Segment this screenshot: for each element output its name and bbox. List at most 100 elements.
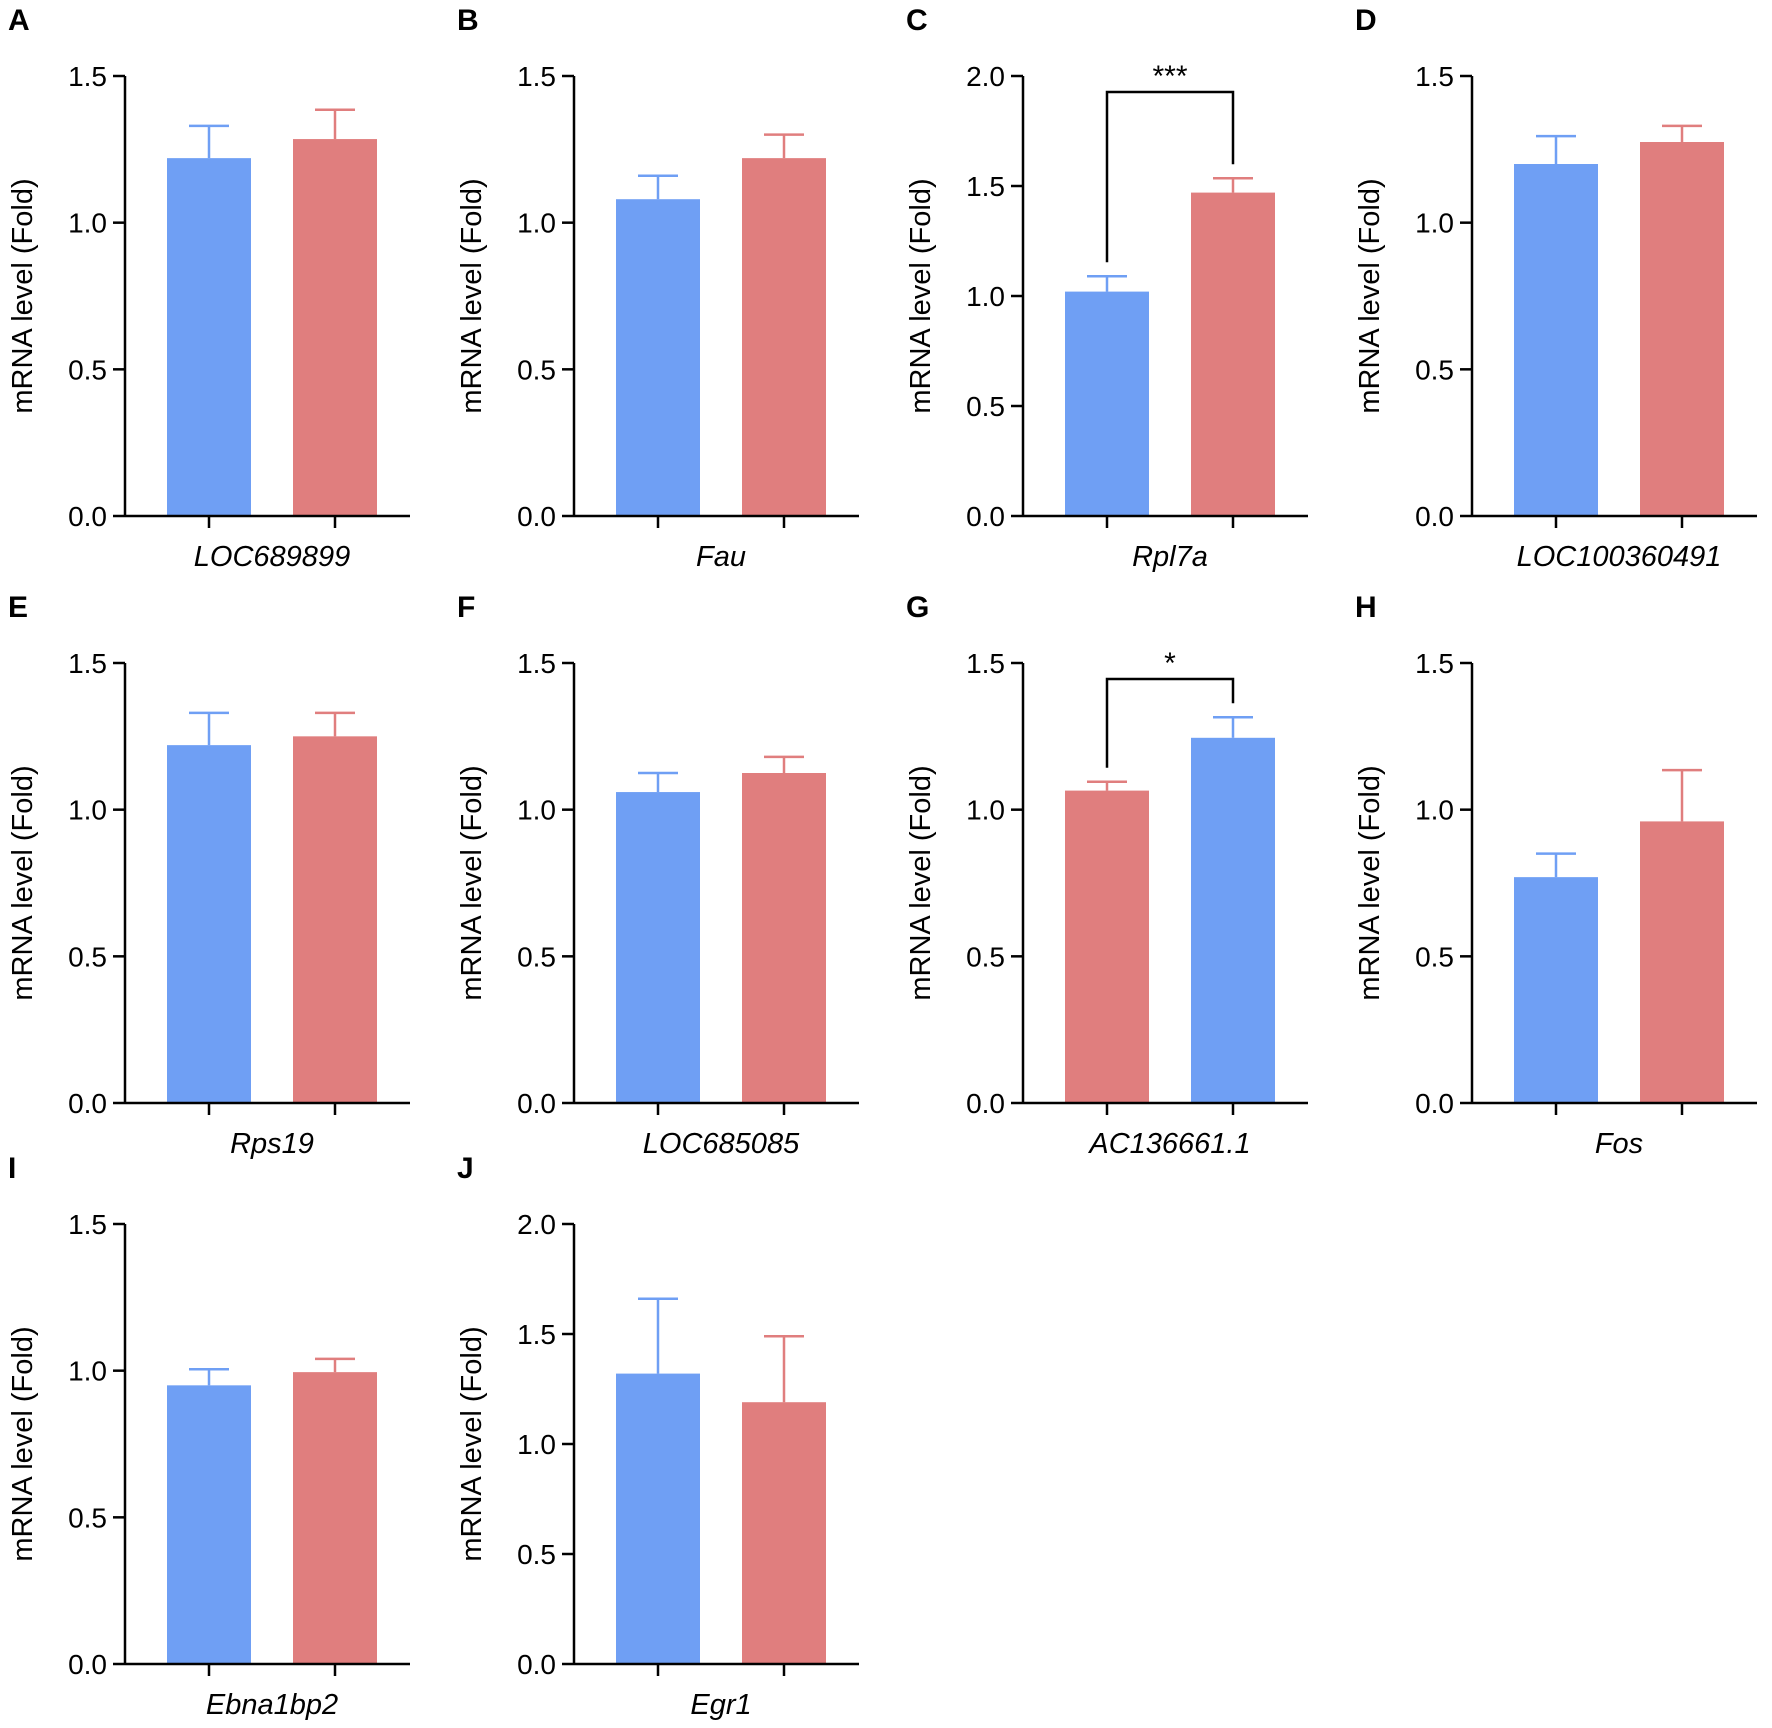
x-category-label: LOC689899 xyxy=(194,541,350,573)
y-axis-title: mRNA level (Fold) xyxy=(456,178,488,413)
y-tick-label: 0.0 xyxy=(1415,501,1454,532)
bar-2 xyxy=(293,139,377,517)
panel-letter: G xyxy=(906,591,929,624)
y-axis-title: mRNA level (Fold) xyxy=(1354,765,1386,1000)
x-category-label: Rps19 xyxy=(230,1128,314,1160)
panel-letter: D xyxy=(1355,4,1377,37)
bar-2 xyxy=(1640,821,1724,1103)
significance-label: *** xyxy=(1152,60,1187,93)
y-tick-label: 0.5 xyxy=(517,941,556,972)
bar-1 xyxy=(167,1385,251,1664)
y-tick-label: 0.0 xyxy=(1415,1088,1454,1119)
bar-2 xyxy=(1640,142,1724,516)
y-tick-label: 0.5 xyxy=(966,391,1005,422)
bar-2 xyxy=(1191,737,1275,1103)
y-tick-label: 0.5 xyxy=(68,941,107,972)
x-category-label: Fos xyxy=(1595,1128,1643,1160)
y-tick-label: 0.5 xyxy=(68,1502,107,1533)
y-tick-label: 0.0 xyxy=(68,1088,107,1119)
y-tick-label: 0.0 xyxy=(517,1088,556,1119)
panel-letter: J xyxy=(457,1152,474,1185)
y-tick-label: 0.5 xyxy=(1415,354,1454,385)
y-tick-label: 1.0 xyxy=(68,1356,107,1387)
y-axis-title: mRNA level (Fold) xyxy=(456,765,488,1000)
y-tick-label: 2.0 xyxy=(517,1209,556,1240)
y-tick-label: 1.0 xyxy=(517,208,556,239)
bar-1 xyxy=(167,158,251,516)
x-category-label: Rpl7a xyxy=(1132,541,1208,573)
bar-1 xyxy=(1514,164,1598,516)
y-tick-label: 2.0 xyxy=(966,61,1005,92)
panel-letter: H xyxy=(1355,591,1377,624)
bar-1 xyxy=(616,792,700,1103)
bar-1 xyxy=(616,1373,700,1664)
panel-letter: B xyxy=(457,4,479,37)
y-tick-label: 1.5 xyxy=(1415,61,1454,92)
y-axis-title: mRNA level (Fold) xyxy=(7,765,39,1000)
y-tick-label: 0.0 xyxy=(517,1649,556,1680)
x-category-label: Ebna1bp2 xyxy=(206,1689,338,1721)
bar-2 xyxy=(742,158,826,516)
y-axis-title: mRNA level (Fold) xyxy=(1354,178,1386,413)
y-tick-label: 0.0 xyxy=(966,501,1005,532)
significance-label: * xyxy=(1164,647,1176,680)
y-tick-label: 0.5 xyxy=(68,354,107,385)
y-tick-label: 1.0 xyxy=(517,795,556,826)
y-tick-label: 0.5 xyxy=(1415,941,1454,972)
y-axis-title: mRNA level (Fold) xyxy=(7,1326,39,1561)
x-category-label: LOC100360491 xyxy=(1517,541,1722,573)
y-axis-title: mRNA level (Fold) xyxy=(905,765,937,1000)
x-category-label: Fau xyxy=(696,541,746,573)
x-category-label: Egr1 xyxy=(690,1689,751,1721)
bar-2 xyxy=(1191,192,1275,516)
y-tick-label: 1.5 xyxy=(517,61,556,92)
y-tick-label: 1.0 xyxy=(1415,208,1454,239)
y-tick-label: 1.5 xyxy=(68,648,107,679)
bar-1 xyxy=(1065,790,1149,1103)
y-tick-label: 0.5 xyxy=(517,354,556,385)
y-tick-label: 1.0 xyxy=(966,281,1005,312)
y-tick-label: 1.5 xyxy=(966,648,1005,679)
panel-letter: F xyxy=(457,591,475,624)
y-tick-label: 0.0 xyxy=(68,1649,107,1680)
y-tick-label: 1.5 xyxy=(68,1209,107,1240)
y-tick-label: 0.0 xyxy=(517,501,556,532)
y-axis-title: mRNA level (Fold) xyxy=(7,178,39,413)
bar-1 xyxy=(1514,877,1598,1103)
y-axis-title: mRNA level (Fold) xyxy=(905,178,937,413)
x-category-label: AC136661.1 xyxy=(1087,1128,1250,1160)
bar-2 xyxy=(742,773,826,1103)
x-category-label: LOC685085 xyxy=(643,1128,800,1160)
y-tick-label: 1.0 xyxy=(68,208,107,239)
y-tick-label: 0.0 xyxy=(68,501,107,532)
y-tick-label: 0.5 xyxy=(966,941,1005,972)
y-tick-label: 1.0 xyxy=(1415,795,1454,826)
y-tick-label: 1.5 xyxy=(966,171,1005,202)
y-tick-label: 0.0 xyxy=(966,1088,1005,1119)
bar-2 xyxy=(293,1372,377,1664)
panel-letter: A xyxy=(8,4,30,37)
y-tick-label: 0.5 xyxy=(517,1539,556,1570)
bar-2 xyxy=(293,736,377,1103)
bar-1 xyxy=(1065,291,1149,516)
y-tick-label: 1.5 xyxy=(517,648,556,679)
y-tick-label: 1.5 xyxy=(1415,648,1454,679)
panel-letter: E xyxy=(8,591,28,624)
